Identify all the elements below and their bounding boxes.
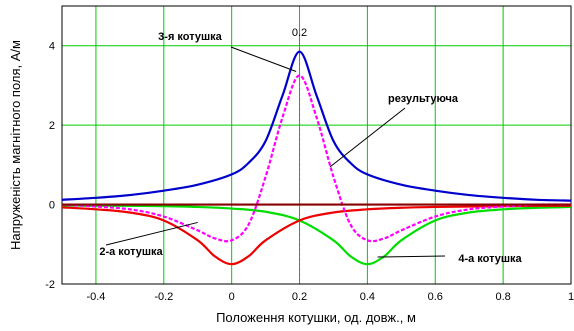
x-tick-label-0: -0.4: [86, 291, 105, 303]
leader-line-3: [377, 255, 446, 258]
y-tick-label-1: 0: [49, 200, 55, 212]
series-line-2: [61, 204, 572, 266]
series-line-1: [61, 74, 572, 243]
marker-label: 0.2: [292, 27, 307, 39]
x-tick-label-7: 1: [568, 291, 574, 303]
leader-line-2: [105, 221, 198, 246]
plot-frame: [61, 5, 572, 285]
x-axis-title: Положення котушки, од. довж., м: [216, 310, 416, 325]
annotation-3rd-coil: 3-я котушка: [158, 31, 223, 43]
annotation-4th-coil: 4-а котушка: [458, 253, 522, 265]
annotation-resultant: результуюча: [388, 93, 459, 105]
leader-line-0: [230, 46, 297, 72]
y-tick-label-0: -2: [45, 279, 55, 291]
y-tick-labels: -2 0 2 4: [45, 41, 55, 291]
annotation-2nd-coil: 2-а котушка: [99, 246, 163, 258]
position-marker: 0.2: [292, 27, 307, 284]
series-line-3: [61, 204, 572, 266]
x-tick-label-6: 0.8: [495, 291, 510, 303]
x-tick-label-3: 0.2: [292, 291, 307, 303]
y-tick-label-2: 2: [49, 120, 55, 132]
x-tick-label-4: 0.4: [360, 291, 375, 303]
annotation-leaders: [105, 46, 446, 258]
x-tick-label-1: -0.2: [154, 291, 173, 303]
x-tick-label-2: 0: [229, 291, 235, 303]
series-line-0: [61, 50, 572, 202]
x-tick-label-5: 0.6: [428, 291, 443, 303]
y-tick-label-3: 4: [49, 41, 55, 53]
y-axis-title: Напруженість магнітного поля, А/м: [8, 40, 23, 250]
x-tick-labels: -0.4 -0.2 0 0.2 0.4 0.6 0.8 1: [86, 291, 574, 303]
leader-line-1: [329, 107, 406, 168]
series-group: [61, 50, 572, 266]
